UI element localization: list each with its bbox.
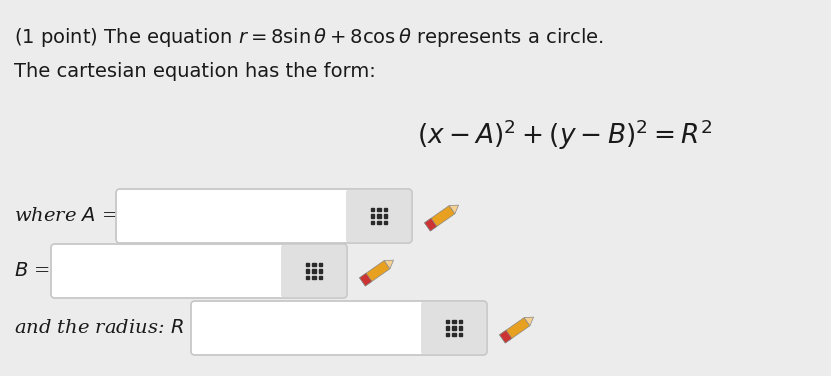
- Polygon shape: [524, 317, 534, 326]
- Polygon shape: [425, 206, 455, 231]
- Text: and the radius: $R$ =: and the radius: $R$ =: [14, 319, 206, 337]
- FancyBboxPatch shape: [116, 189, 412, 243]
- Polygon shape: [499, 318, 530, 343]
- Bar: [319, 263, 322, 266]
- Bar: [452, 333, 455, 336]
- Bar: [312, 269, 316, 273]
- Text: $B$ =: $B$ =: [14, 262, 50, 280]
- Bar: [452, 326, 455, 330]
- Text: (1 point) The equation $r = 8\sin\theta + 8\cos\theta$ represents a circle.: (1 point) The equation $r = 8\sin\theta …: [14, 26, 604, 49]
- Bar: [371, 208, 374, 211]
- Bar: [384, 208, 387, 211]
- Polygon shape: [360, 261, 390, 286]
- Bar: [459, 326, 462, 330]
- FancyBboxPatch shape: [51, 244, 347, 298]
- Polygon shape: [425, 218, 437, 231]
- Bar: [445, 333, 450, 336]
- Bar: [306, 269, 309, 273]
- FancyBboxPatch shape: [191, 301, 487, 355]
- Bar: [377, 208, 381, 211]
- Text: The cartesian equation has the form:: The cartesian equation has the form:: [14, 62, 376, 81]
- Polygon shape: [449, 205, 459, 214]
- Bar: [306, 263, 309, 266]
- Bar: [312, 263, 316, 266]
- Bar: [445, 326, 450, 330]
- Bar: [384, 221, 387, 224]
- Bar: [459, 333, 462, 336]
- Polygon shape: [499, 330, 512, 343]
- Bar: [319, 276, 322, 279]
- Bar: [452, 320, 455, 323]
- Bar: [319, 269, 322, 273]
- Bar: [371, 214, 374, 218]
- Bar: [371, 221, 374, 224]
- Polygon shape: [360, 273, 371, 286]
- FancyBboxPatch shape: [421, 301, 487, 355]
- Bar: [445, 320, 450, 323]
- Bar: [377, 214, 381, 218]
- FancyBboxPatch shape: [281, 244, 347, 298]
- Text: $(x-A)^2 + (y-B)^2 = R^2$: $(x-A)^2 + (y-B)^2 = R^2$: [417, 118, 713, 153]
- FancyBboxPatch shape: [346, 189, 412, 243]
- Bar: [306, 276, 309, 279]
- Bar: [384, 214, 387, 218]
- Bar: [312, 276, 316, 279]
- Bar: [377, 221, 381, 224]
- Bar: [459, 320, 462, 323]
- Text: where $A$ =: where $A$ =: [14, 207, 118, 225]
- Polygon shape: [384, 260, 394, 269]
